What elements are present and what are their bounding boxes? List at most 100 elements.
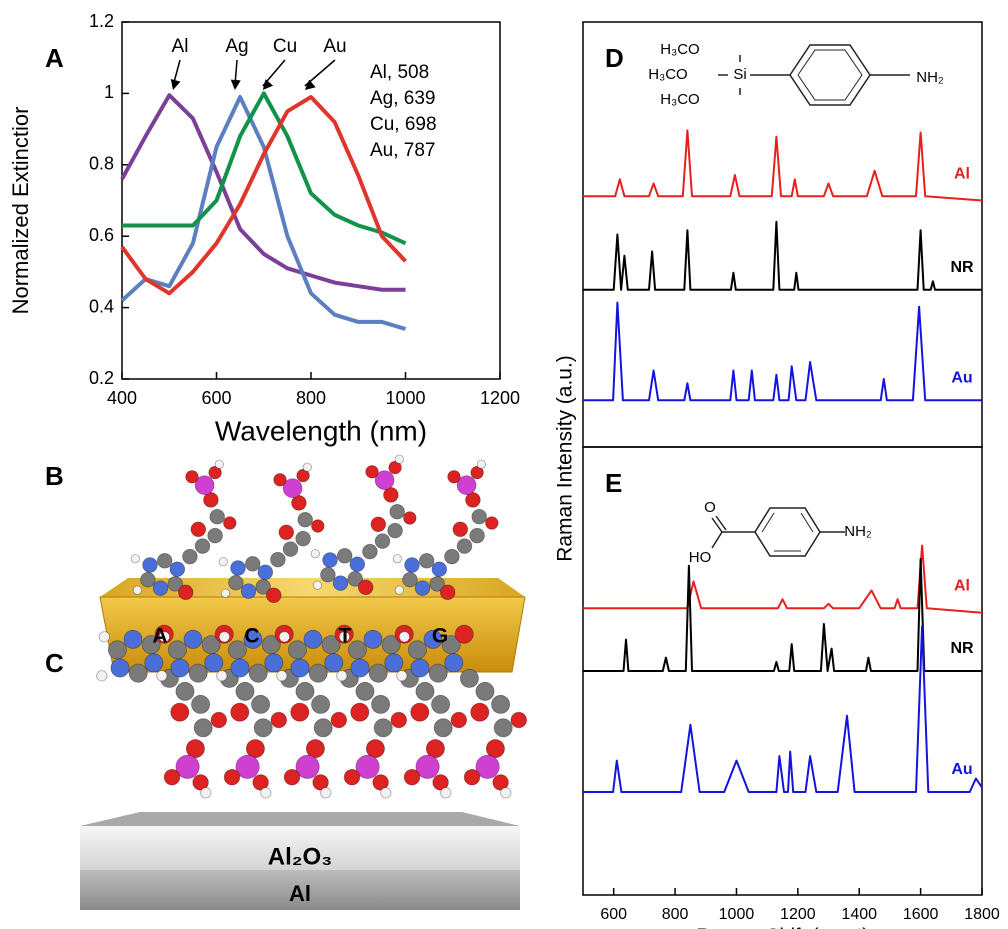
atom — [331, 712, 347, 728]
atom — [337, 671, 347, 681]
atom — [399, 632, 409, 642]
atom — [351, 659, 369, 677]
atom — [372, 695, 390, 713]
atom — [309, 664, 327, 682]
atom — [224, 517, 237, 530]
atom — [476, 682, 494, 700]
y-tick-label: 0.4 — [89, 296, 114, 316]
atom — [363, 544, 378, 559]
series-label: Al — [954, 577, 970, 594]
atom — [464, 769, 480, 785]
atom — [279, 525, 294, 540]
series-line — [122, 97, 406, 293]
base-label: A — [152, 625, 167, 648]
atom — [192, 695, 210, 713]
atom — [194, 719, 212, 737]
base-label: C — [244, 625, 259, 648]
atom — [245, 556, 260, 571]
structure-label: NH₂ — [844, 523, 872, 540]
atom — [312, 520, 325, 533]
atom — [241, 584, 256, 599]
atom — [157, 553, 172, 568]
series-label: NR — [950, 640, 974, 657]
atom — [311, 550, 319, 558]
atom — [395, 586, 403, 594]
spectrum — [583, 130, 982, 200]
structure-label: O — [704, 499, 716, 516]
atom — [411, 703, 429, 721]
atom — [271, 712, 287, 728]
x-tick-label: 800 — [662, 906, 689, 923]
atom — [471, 703, 489, 721]
x-tick-label: 400 — [107, 388, 137, 408]
atom — [184, 630, 202, 648]
atom — [219, 558, 227, 566]
series-line — [122, 93, 406, 243]
atom — [511, 712, 527, 728]
x-axis-label: Wavelength (nm) — [215, 415, 427, 446]
atom — [129, 664, 147, 682]
atom — [296, 531, 311, 546]
atom — [171, 659, 189, 677]
y-tick-label: 1.2 — [89, 11, 114, 31]
atom — [441, 788, 451, 798]
atom — [236, 682, 254, 700]
atom — [283, 542, 298, 557]
x-tick-label: 1000 — [719, 906, 755, 923]
peak-label: Al — [172, 36, 189, 57]
x-tick-label: 600 — [600, 906, 627, 923]
atom — [111, 659, 129, 677]
atom — [388, 523, 403, 538]
atom — [221, 589, 229, 597]
atom — [325, 654, 343, 672]
y-axis-label: Normalized Extinctior — [8, 107, 33, 315]
structure-label: Si — [733, 66, 746, 83]
atom — [124, 630, 142, 648]
structure-label: NH₂ — [916, 69, 944, 86]
atom — [411, 659, 429, 677]
spectrum — [583, 303, 982, 401]
peak-label: Ag — [225, 36, 248, 57]
atom — [314, 719, 332, 737]
atom — [231, 659, 249, 677]
layer-label: Al₂O₃ — [268, 843, 332, 870]
peak-legend: Al, 508 — [370, 62, 429, 83]
atom — [356, 682, 374, 700]
atom — [448, 471, 461, 484]
atom — [291, 659, 309, 677]
atom — [445, 549, 460, 564]
atom — [312, 695, 330, 713]
atom — [224, 769, 240, 785]
atom — [141, 572, 156, 587]
atom — [477, 460, 485, 468]
atom — [191, 522, 206, 537]
series-label: Au — [951, 761, 972, 778]
arrow-head — [230, 80, 241, 91]
y-tick-label: 0.6 — [89, 225, 114, 245]
atom — [252, 695, 270, 713]
atom — [219, 632, 229, 642]
y-tick-label: 1 — [104, 82, 114, 102]
spectrum — [583, 626, 982, 792]
atom — [416, 682, 434, 700]
atom — [403, 572, 418, 587]
arrow-head — [302, 80, 316, 94]
atom — [470, 528, 485, 543]
atom — [344, 769, 360, 785]
spectrum — [583, 222, 982, 290]
x-tick-label: 800 — [296, 388, 326, 408]
series-line — [122, 97, 406, 329]
atom — [404, 769, 420, 785]
atom — [168, 641, 186, 659]
atom — [229, 575, 244, 590]
atom — [432, 695, 450, 713]
base-label: T — [339, 625, 352, 648]
atom — [171, 703, 189, 721]
atom — [274, 474, 287, 487]
arrow-head — [168, 79, 180, 91]
atom — [208, 528, 223, 543]
atom — [153, 581, 168, 596]
series-label: Au — [951, 369, 972, 386]
structure-label: H₃CO — [660, 91, 699, 108]
structure-label: HO — [689, 549, 712, 566]
